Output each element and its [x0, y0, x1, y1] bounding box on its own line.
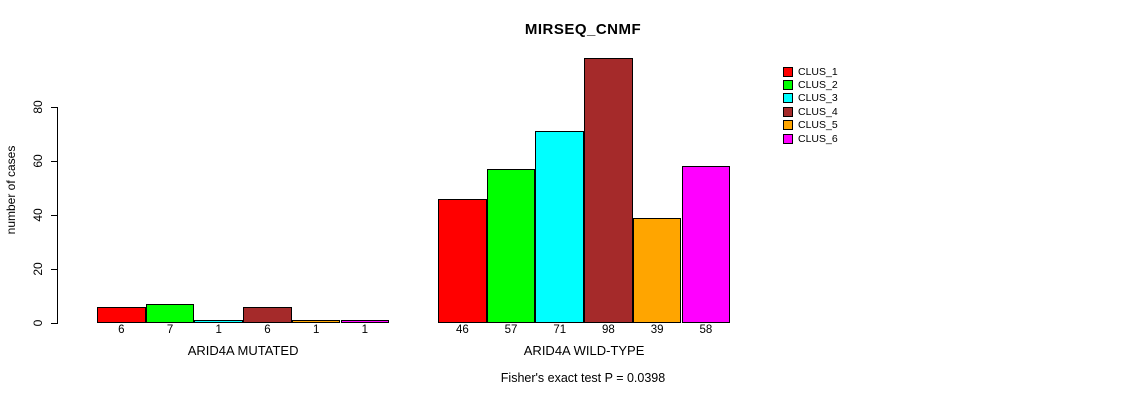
y-axis-line [57, 107, 58, 324]
legend-swatch-icon [783, 120, 793, 131]
legend-item: CLUS_4 [783, 105, 838, 118]
bar-value-label: 58 [699, 324, 713, 336]
bar-value-label: 1 [215, 324, 222, 336]
bar-clus_4-group2 [584, 58, 633, 323]
y-axis-tick-label-text: 0 [31, 319, 45, 327]
bar-clus_5-group1 [291, 320, 341, 323]
legend-label: CLUS_1 [798, 65, 838, 78]
legend-swatch-icon [783, 106, 793, 117]
legend: CLUS_1 CLUS_2 CLUS_3 CLUS_4 CLUS_5 CLUS_6 [783, 65, 838, 145]
legend-item: CLUS_2 [783, 78, 838, 91]
y-axis-tick-label-text: 40 [31, 208, 45, 222]
legend-label: CLUS_6 [798, 132, 838, 145]
legend-label: CLUS_5 [798, 119, 838, 132]
bar-clus_1-group2 [438, 198, 487, 323]
bar-value-label: 6 [118, 324, 125, 336]
bar-clus_4-group1 [243, 306, 292, 323]
y-axis-tick-label-text: 60 [31, 154, 45, 168]
legend-swatch-icon [783, 66, 793, 77]
bar-clus_1-group1 [97, 306, 146, 323]
legend-label: CLUS_2 [798, 79, 838, 92]
y-axis-tick [51, 214, 58, 216]
bar-clus_3-group2 [535, 131, 585, 323]
group-label-2: ARID4A WILD-TYPE [523, 343, 645, 358]
legend-item: CLUS_6 [783, 132, 838, 145]
legend-swatch-icon [783, 133, 793, 144]
y-axis-tick [51, 322, 58, 324]
y-axis-tick-label-text: 80 [31, 100, 45, 114]
legend-item: CLUS_1 [783, 65, 838, 78]
bar-clus_6-group2 [681, 166, 731, 323]
legend-swatch-icon [783, 93, 793, 104]
legend-label: CLUS_4 [798, 105, 838, 118]
bar-value-label: 46 [455, 324, 469, 336]
chart-title: MIRSEQ_CNMF [524, 21, 642, 38]
bar-clus_5-group2 [632, 217, 682, 323]
y-axis-label-text: number of cases [4, 145, 18, 235]
bar-value-label: 7 [166, 324, 174, 336]
bar-clus_2-group2 [486, 169, 536, 323]
bar-clus_3-group1 [194, 320, 244, 323]
bar-value-label: 98 [602, 324, 615, 336]
bar-value-label: 6 [264, 324, 271, 336]
y-axis-tick [51, 268, 58, 270]
bar-value-label: 1 [361, 324, 369, 336]
bar-value-label: 57 [504, 324, 518, 336]
bar-value-label: 39 [650, 324, 664, 336]
bar-value-label: 1 [312, 324, 320, 336]
y-axis-tick [51, 106, 58, 108]
legend-item: CLUS_5 [783, 119, 838, 132]
legend-swatch-icon [783, 80, 793, 91]
bar-clus_2-group1 [145, 304, 195, 323]
bar-clus_6-group1 [340, 320, 390, 323]
group-label-1: ARID4A MUTATED [187, 343, 299, 358]
legend-item: CLUS_3 [783, 92, 838, 105]
fisher-test-annotation: Fisher's exact test P = 0.0398 [500, 371, 666, 385]
bar-value-label: 71 [553, 324, 567, 336]
y-axis-tick [51, 160, 58, 162]
legend-label: CLUS_3 [798, 92, 838, 105]
y-axis-tick-label-text: 20 [31, 262, 45, 276]
